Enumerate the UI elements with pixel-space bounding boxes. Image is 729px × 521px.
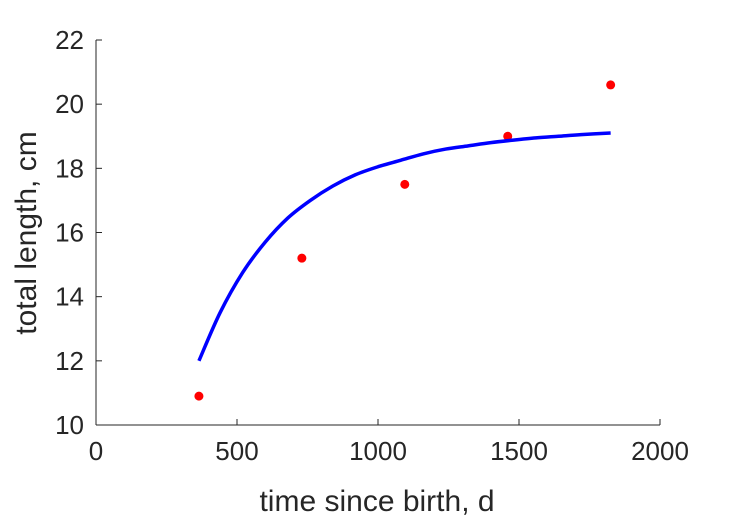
x-tick-label: 500 (215, 436, 258, 466)
x-tick-label: 1000 (349, 436, 407, 466)
y-axis-label: total length, cm (10, 131, 43, 334)
data-point (194, 391, 204, 401)
fit-curve-line (197, 131, 611, 362)
y-tick-label: 18 (55, 153, 84, 183)
y-tick-label: 12 (55, 346, 84, 376)
x-axis-label: time since birth, d (259, 485, 494, 518)
series-layer (194, 80, 616, 401)
data-point (503, 131, 513, 141)
data-point (400, 179, 410, 189)
x-tick-label: 2000 (631, 436, 689, 466)
y-tick-label: 10 (55, 410, 84, 440)
y-tick-label: 14 (55, 282, 84, 312)
y-tick-label: 16 (55, 218, 84, 248)
data-point (606, 80, 616, 90)
axes: 0 500 1000 1500 2000 10 12 14 16 18 20 22 (55, 25, 689, 466)
x-tick-label: 1500 (490, 436, 548, 466)
data-point (297, 253, 307, 263)
y-tick-label: 22 (55, 25, 84, 55)
x-tick-label: 0 (89, 436, 103, 466)
y-tick-label: 20 (55, 89, 84, 119)
